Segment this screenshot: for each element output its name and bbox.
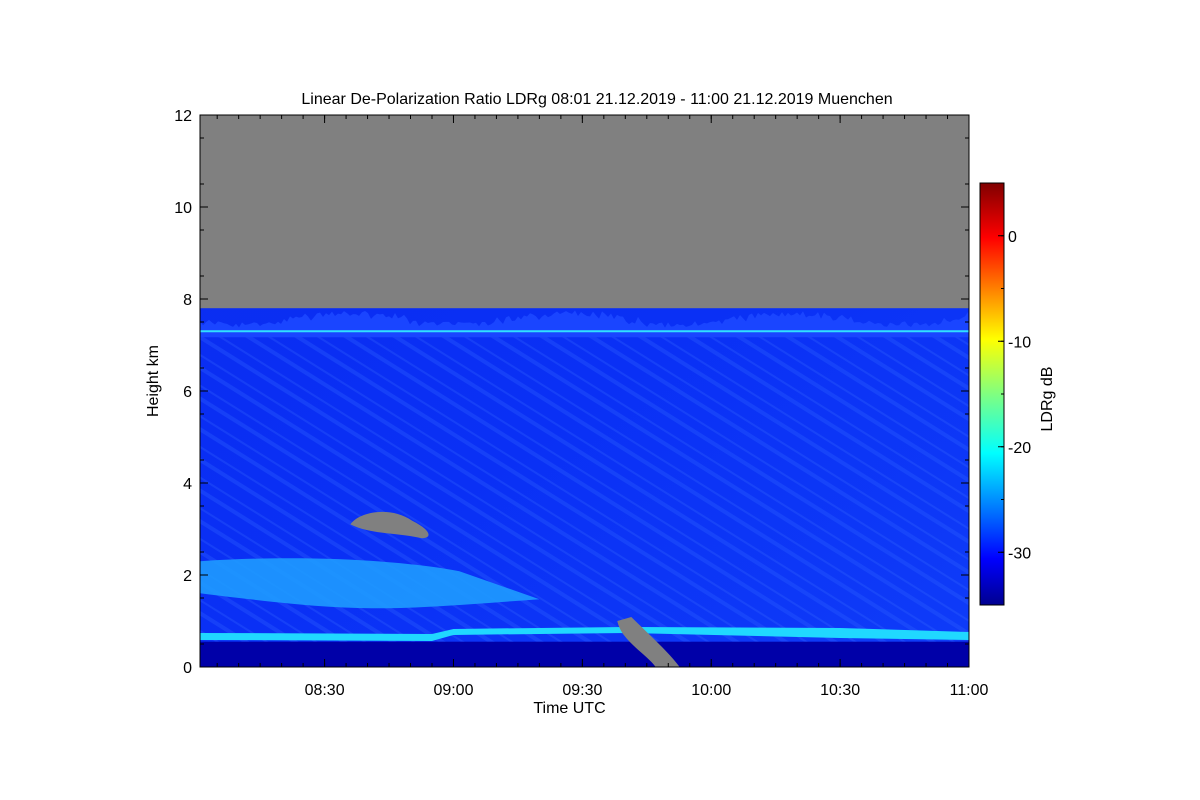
cloud-top-edge [200,308,969,338]
no-data-patch [617,617,680,667]
chart-title: Linear De-Polarization Ratio LDRg 08:01 … [301,91,892,108]
plot-area [200,115,969,667]
enhanced-ldr-layer [200,558,540,609]
x-tick-label: 09:00 [433,682,473,699]
y-tick-label: 12 [174,108,192,125]
axes: 0 2 4 6 8 10 12 08:30 09:00 09:30 10:00 10:30 11:00 [174,108,988,699]
x-tick-label: 10:30 [820,682,860,699]
no-data-patch [350,511,429,539]
colorbar-tick-label: 0 [1008,229,1017,246]
no-data-region [200,115,969,309]
x-tick-label: 09:30 [562,682,602,699]
colorbar-label: LDRg dB [1039,367,1056,432]
y-tick-label: 6 [183,384,192,401]
colorbar-tick-label: -30 [1008,545,1031,562]
y-axis-label: Height km [145,345,162,417]
y-tick-label: 8 [183,292,192,309]
colorbar: 0 -10 -20 -30 [979,182,1031,606]
colorbar-gradient [979,182,1005,606]
liquid-layer [200,626,969,641]
boundary-layer-band [200,641,969,667]
x-axis-label: Time UTC [533,700,605,717]
colorbar-tick-label: -10 [1008,334,1031,351]
streak-texture [200,326,969,667]
y-tick-label: 4 [183,476,192,493]
x-tick-label: 11:00 [950,682,989,699]
colorbar-tick-label: -20 [1008,440,1031,457]
y-tick-label: 10 [174,200,192,217]
y-tick-label: 2 [183,568,192,585]
x-tick-label: 10:00 [691,682,731,699]
x-tick-label: 08:30 [305,682,345,699]
y-tick-label: 0 [183,660,192,677]
